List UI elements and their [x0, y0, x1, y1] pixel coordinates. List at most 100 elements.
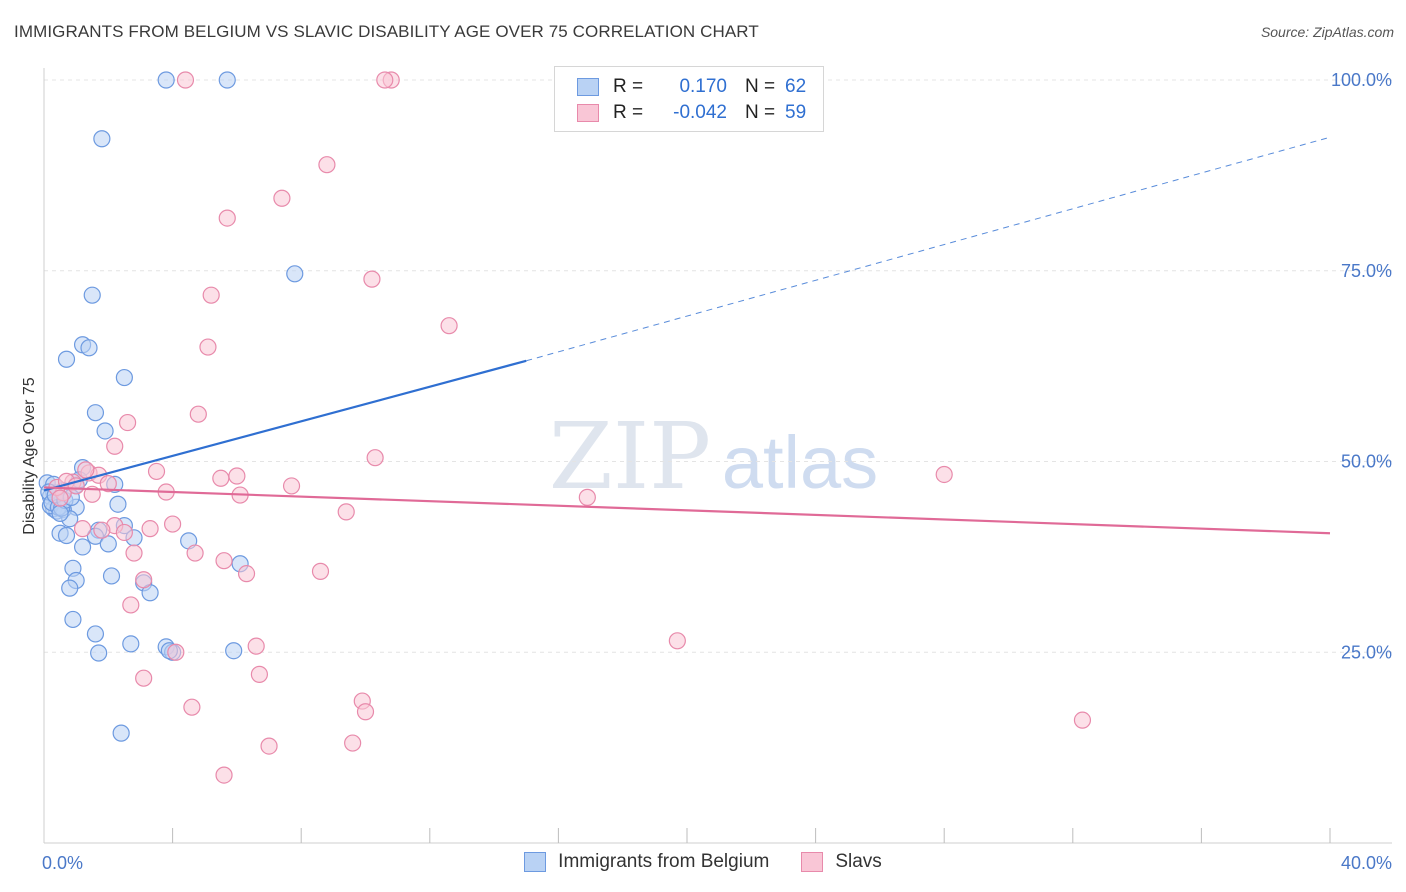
slavs-point: [118, 413, 137, 432]
correlation-legend: R = 0.170 N = 62 R = -0.042 N = 59: [554, 66, 824, 132]
belgium-point: [109, 495, 127, 513]
slavs-point: [77, 461, 95, 479]
legend-n-value: 59: [785, 102, 807, 123]
slavs-point: [356, 703, 375, 721]
axes: [43, 68, 1392, 844]
belgium-point: [93, 130, 111, 148]
slavs-point: [228, 467, 246, 485]
watermark-atlas: atlas: [722, 421, 878, 504]
series-belgium-points: [38, 71, 304, 742]
slavs-point: [135, 571, 153, 589]
watermark-zip: ZIP: [549, 403, 711, 510]
slavs-point: [440, 317, 458, 335]
belgium-point: [61, 579, 79, 597]
slavs-point: [106, 437, 124, 455]
slavs-point: [311, 562, 330, 580]
slavs-point: [218, 209, 236, 227]
legend-r-value: 0.170: [679, 76, 727, 97]
belgium-point: [99, 535, 117, 553]
source-label: Source: ZipAtlas.com: [1260, 24, 1394, 40]
belgium-point: [73, 538, 92, 556]
slavs-point: [376, 71, 394, 89]
belgium-point: [218, 71, 236, 89]
x-tick-label: 0.0%: [42, 853, 83, 873]
y-tick-label: 100.0%: [1331, 70, 1392, 90]
x-tick-label: 40.0%: [1341, 853, 1392, 873]
legend-item-belgium[interactable]: Immigrants from Belgium: [524, 851, 769, 873]
slavs-point: [183, 698, 201, 716]
slavs-point: [186, 544, 204, 562]
y-tick-label: 50.0%: [1341, 452, 1392, 472]
belgium-point: [115, 368, 133, 387]
legend-r-value: -0.042: [673, 102, 727, 123]
series-legend: Immigrants from Belgium Slavs: [0, 851, 1406, 873]
belgium-point: [57, 526, 76, 545]
legend-row-belgium: R = 0.170 N = 62: [577, 75, 806, 99]
trend-lines: [43, 136, 1331, 535]
belgium-point: [286, 265, 304, 283]
y-tick-label: 25.0%: [1341, 642, 1392, 662]
legend-label-belgium: Immigrants from Belgium: [558, 851, 770, 872]
slavs-point: [250, 665, 269, 683]
slavs-point: [318, 156, 336, 174]
belgium-point: [80, 339, 98, 357]
belgium-trend-line: [43, 359, 527, 492]
slavs-point: [1073, 711, 1092, 729]
legend-r-label: R =: [613, 76, 644, 97]
legend-swatch-belgium: [524, 852, 547, 872]
slavs-point: [215, 766, 233, 784]
slavs-point: [73, 520, 92, 538]
legend-r-label: R =: [613, 102, 644, 123]
legend-swatch-slavs: [801, 852, 824, 872]
belgium-point: [96, 422, 114, 440]
legend-row-slavs: R = -0.042 N = 59: [577, 101, 806, 125]
slavs-point: [366, 449, 384, 467]
slavs-point: [237, 565, 256, 583]
slavs-point: [273, 189, 291, 207]
slavs-point: [337, 503, 355, 521]
slavs-point: [935, 465, 953, 484]
legend-n-label: N =: [745, 102, 776, 123]
belgium-point: [112, 724, 130, 742]
legend-n-value: 62: [785, 76, 807, 97]
slavs-point: [344, 734, 362, 752]
series-slavs-points: [48, 71, 1092, 784]
slavs-point: [122, 596, 140, 614]
slavs-trend-line: [43, 486, 1331, 535]
belgium-point: [102, 567, 121, 585]
legend-item-slavs[interactable]: Slavs: [801, 851, 882, 873]
slavs-point: [176, 71, 195, 89]
slavs-point: [215, 552, 233, 570]
slavs-point: [99, 475, 117, 493]
legend-label-slavs: Slavs: [835, 851, 882, 872]
belgium-point: [57, 350, 76, 368]
belgium-point: [83, 286, 101, 304]
belgium-point: [157, 71, 175, 89]
slavs-point: [260, 737, 278, 755]
slavs-point: [247, 637, 265, 655]
belgium-point: [225, 642, 243, 660]
belgium-point: [86, 625, 105, 643]
watermark: ZIP atlas: [549, 403, 878, 510]
y-axis-label: Disability Age Over 75: [21, 377, 38, 535]
chart-title: IMMIGRANTS FROM BELGIUM VS SLAVIC DISABI…: [14, 22, 759, 41]
belgium-point: [86, 404, 105, 422]
slavs-point: [282, 477, 301, 495]
belgium-point: [122, 635, 140, 653]
slavs-point: [167, 643, 185, 661]
legend-n-label: N =: [745, 76, 776, 97]
slavs-point: [189, 405, 207, 423]
belgium-trend-extension: [526, 136, 1331, 362]
slavs-point: [363, 270, 381, 288]
slavs-point: [125, 544, 143, 562]
slavs-point: [141, 520, 159, 538]
slavs-point: [147, 462, 166, 481]
legend-swatch-belgium: [577, 78, 599, 96]
slavs-point: [115, 523, 133, 542]
slavs-point: [135, 669, 153, 687]
legend-swatch-slavs: [577, 104, 599, 122]
belgium-point: [51, 504, 69, 522]
y-tick-label: 75.0%: [1341, 261, 1392, 281]
slavs-point: [164, 515, 182, 533]
